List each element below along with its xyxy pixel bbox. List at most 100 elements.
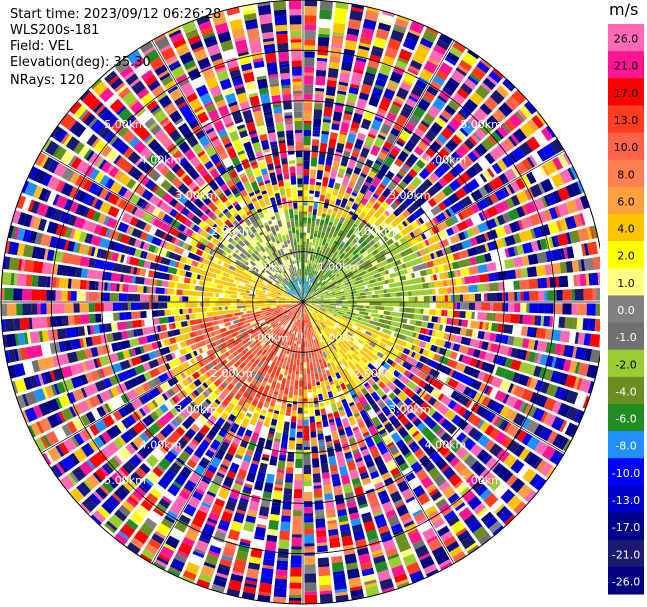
velocity-bin <box>279 185 285 190</box>
velocity-bin <box>303 220 307 224</box>
velocity-bin <box>513 161 528 176</box>
velocity-bin <box>298 398 303 405</box>
velocity-bin <box>324 164 332 172</box>
velocity-bin <box>340 281 345 285</box>
velocity-bin <box>205 103 216 114</box>
velocity-bin <box>371 176 382 188</box>
velocity-bin <box>330 273 336 279</box>
velocity-bin <box>304 290 307 294</box>
velocity-bin <box>317 54 328 59</box>
velocity-bin <box>314 279 319 285</box>
velocity-bin <box>326 227 331 232</box>
velocity-bin <box>295 285 298 289</box>
velocity-bin <box>304 290 308 297</box>
velocity-bin <box>323 201 330 209</box>
velocity-bin <box>366 203 372 209</box>
velocity-bin <box>297 244 300 248</box>
velocity-bin <box>573 213 583 228</box>
velocity-bin <box>298 395 303 399</box>
velocity-bin <box>303 283 305 287</box>
velocity-bin <box>504 95 520 111</box>
velocity-bin <box>55 129 68 143</box>
velocity-bin <box>297 413 303 417</box>
velocity-bin <box>425 218 436 229</box>
velocity-bin <box>222 257 230 264</box>
velocity-bin <box>306 278 310 285</box>
velocity-bin <box>279 188 286 196</box>
velocity-bin <box>486 195 494 205</box>
velocity-bin <box>173 315 181 322</box>
velocity-bin <box>404 261 412 268</box>
velocity-bin <box>512 128 527 143</box>
velocity-bin <box>219 151 229 161</box>
velocity-bin <box>186 211 195 220</box>
velocity-bin <box>290 242 295 249</box>
velocity-bin <box>271 228 277 236</box>
velocity-bin <box>234 118 244 124</box>
velocity-bin <box>112 331 123 342</box>
velocity-bin <box>341 261 346 266</box>
velocity-bin <box>289 385 294 393</box>
velocity-bin <box>182 296 189 302</box>
velocity-bin <box>354 200 360 205</box>
velocity-bin <box>406 215 415 224</box>
velocity-bin <box>233 295 237 299</box>
velocity-bin <box>339 72 351 84</box>
velocity-bin <box>95 270 103 280</box>
velocity-bin <box>159 324 167 332</box>
velocity-bin <box>246 313 251 317</box>
velocity-bin <box>465 206 475 217</box>
velocity-bin <box>52 145 62 158</box>
velocity-bin <box>414 290 421 296</box>
velocity-bin <box>254 202 261 211</box>
velocity-bin <box>299 371 303 375</box>
velocity-bin <box>281 232 285 236</box>
velocity-bin <box>293 276 296 280</box>
velocity-bin <box>183 59 197 70</box>
velocity-bin <box>215 274 223 280</box>
velocity-bin <box>496 214 506 226</box>
velocity-bin <box>209 236 215 243</box>
velocity-bin <box>296 260 299 267</box>
velocity-bin <box>482 169 493 181</box>
velocity-bin <box>296 343 299 347</box>
velocity-bin <box>197 228 203 234</box>
velocity-bin <box>334 105 344 113</box>
velocity-bin <box>576 274 581 287</box>
velocity-bin <box>248 175 256 184</box>
velocity-bin <box>393 292 397 297</box>
velocity-bin <box>318 240 323 248</box>
velocity-bin <box>237 309 241 312</box>
velocity-bin <box>287 458 294 462</box>
velocity-bin <box>385 196 394 205</box>
velocity-bin <box>328 263 334 269</box>
velocity-bin <box>324 217 330 225</box>
velocity-bin <box>336 142 345 151</box>
velocity-bin <box>588 273 593 286</box>
velocity-bin <box>419 269 427 277</box>
velocity-bin <box>299 220 303 227</box>
velocity-bin <box>350 172 359 184</box>
velocity-bin <box>167 266 178 275</box>
velocity-bin <box>337 246 342 251</box>
velocity-bin <box>449 46 463 58</box>
velocity-bin <box>579 195 590 210</box>
velocity-bin <box>277 279 281 283</box>
velocity-bin <box>316 69 327 77</box>
velocity-bin <box>390 127 401 137</box>
velocity-bin <box>305 278 307 282</box>
velocity-bin <box>305 284 308 291</box>
velocity-bin <box>411 290 415 296</box>
velocity-bin <box>312 273 316 278</box>
velocity-bin <box>56 328 68 340</box>
velocity-bin <box>478 212 485 222</box>
velocity-bin <box>522 242 534 254</box>
velocity-bin <box>329 295 336 298</box>
velocity-bin <box>269 172 276 177</box>
velocity-bin <box>316 169 324 180</box>
velocity-bin <box>322 226 327 231</box>
velocity-bin <box>342 229 349 236</box>
velocity-bin <box>337 90 347 95</box>
velocity-bin <box>383 156 395 168</box>
velocity-bin <box>260 168 268 176</box>
